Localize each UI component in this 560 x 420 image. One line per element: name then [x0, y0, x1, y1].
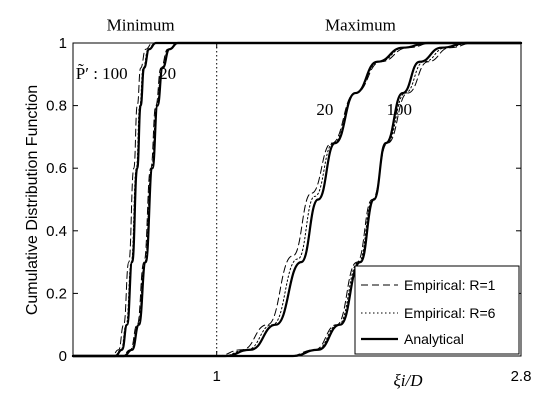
- y-tick-label: 0.8: [46, 98, 67, 115]
- legend: Empirical: R=1 Empirical: R=6 Analytical: [354, 265, 520, 355]
- x-tick-label: 1: [213, 368, 221, 385]
- region-label-minimum: Minimum: [107, 15, 175, 34]
- legend-label-analytical: Analytical: [404, 331, 464, 347]
- y-tick-label: 0.2: [46, 285, 67, 302]
- y-ticks: 0 0.2 0.4 0.6 0.8 1: [46, 35, 521, 365]
- curve-label: 20: [316, 100, 333, 119]
- series-line-6-solid: [71, 41, 523, 358]
- curves-layer: [71, 41, 523, 358]
- x-axis-title: ξi/D: [393, 371, 423, 390]
- region-label-maximum: Maximum: [325, 15, 396, 34]
- curve-label: P̃′ : 100: [76, 64, 128, 83]
- plot-frame: [72, 42, 522, 357]
- x-ticks: 1 2.8: [213, 43, 532, 385]
- y-tick-label: 1: [59, 35, 67, 52]
- legend-label-empirical-r1: Empirical: R=1: [404, 277, 496, 293]
- curve-label: 20: [159, 64, 176, 83]
- series-line-1-dashed: [72, 42, 522, 357]
- legend-label-empirical-r6: Empirical: R=6: [404, 305, 496, 321]
- series-line-9-solid: [71, 41, 523, 358]
- y-tick-label: 0: [59, 348, 67, 365]
- y-tick-label: 0.4: [46, 223, 67, 240]
- curve-labels: P̃′ : 100 20 20 100: [76, 64, 412, 119]
- x-tick-label: 2.8: [511, 368, 532, 385]
- curve-label: 100: [387, 100, 413, 119]
- region-labels: Minimum Maximum: [107, 15, 396, 34]
- y-tick-label: 0.6: [46, 160, 67, 177]
- y-axis-title: Cumulative Distribution Function: [24, 85, 41, 315]
